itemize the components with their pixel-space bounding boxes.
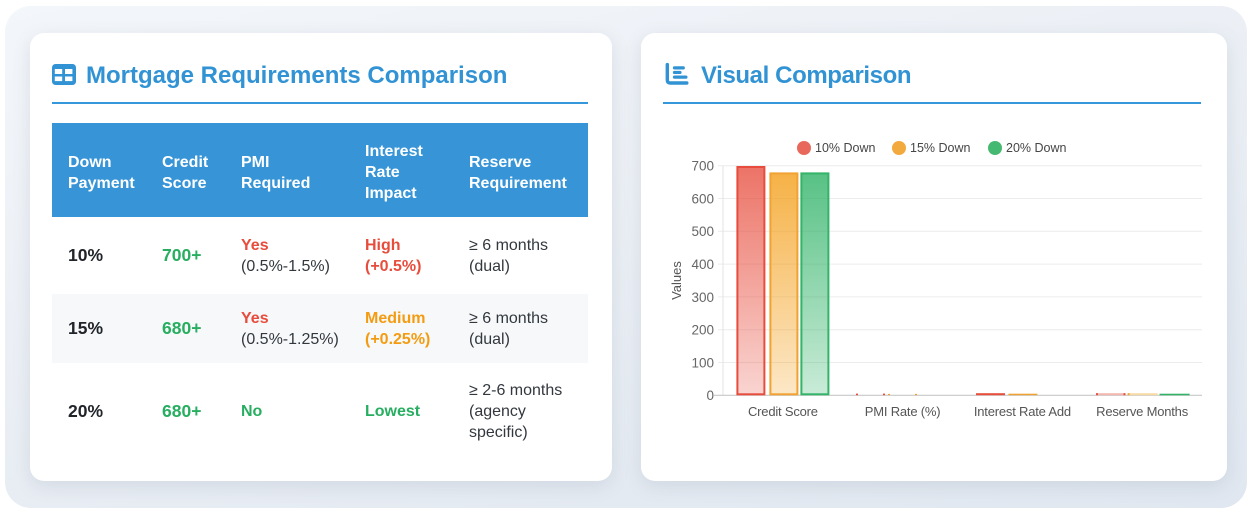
svg-text:100: 100 — [691, 355, 714, 370]
svg-text:400: 400 — [691, 257, 714, 272]
svg-text:200: 200 — [691, 323, 714, 338]
svg-text:Credit Score: Credit Score — [748, 404, 818, 419]
svg-text:0: 0 — [706, 388, 714, 403]
svg-text:PMI Rate (%): PMI Rate (%) — [865, 404, 941, 419]
svg-text:Values: Values — [669, 261, 684, 300]
svg-text:600: 600 — [691, 191, 714, 206]
svg-text:Interest Rate Add: Interest Rate Add — [974, 404, 1071, 419]
svg-text:700: 700 — [691, 159, 714, 174]
svg-text:300: 300 — [691, 290, 714, 305]
svg-text:Reserve Months: Reserve Months — [1096, 404, 1189, 419]
svg-text:500: 500 — [691, 224, 714, 239]
